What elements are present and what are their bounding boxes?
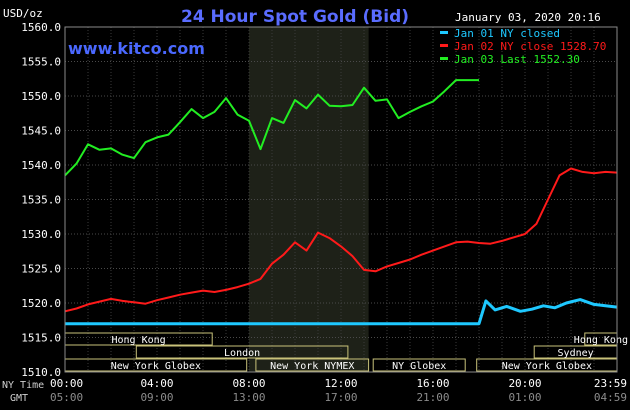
gmt-tick-label: 01:00 bbox=[508, 391, 541, 404]
y-tick-label: 1560.0 bbox=[21, 21, 61, 34]
market-session-bar bbox=[255, 358, 370, 372]
y-tick-label: 1510.0 bbox=[21, 366, 61, 379]
grid-lines bbox=[65, 26, 617, 373]
y-axis-unit-label: USD/oz bbox=[3, 7, 43, 20]
series-line bbox=[65, 298, 618, 326]
market-session-label: NY Globex bbox=[392, 361, 446, 372]
market-session-label: Hong Kong bbox=[574, 335, 628, 346]
legend-label-jan03: Jan 03 Last 1552.30 bbox=[454, 53, 580, 66]
gmt-tick-label: 17:00 bbox=[324, 391, 357, 404]
y-tick-label: 1525.0 bbox=[21, 263, 61, 276]
market-session-label: New York Globex bbox=[502, 361, 592, 372]
y-tick-label: 1530.0 bbox=[21, 228, 61, 241]
y-tick-label: 1555.0 bbox=[21, 56, 61, 69]
gmt-tick-labels: 05:00 09:00 13:00 17:00 21:00 01:00 04:59 bbox=[50, 391, 627, 404]
y-tick-label: 1540.0 bbox=[21, 159, 61, 172]
y-tick-label: 1515.0 bbox=[21, 332, 61, 345]
x-tick-label: 04:00 bbox=[140, 377, 173, 390]
market-session-bar bbox=[135, 345, 349, 359]
price-series bbox=[64, 79, 618, 326]
y-tick-label: 1535.0 bbox=[21, 194, 61, 207]
y-tick-label: 1520.0 bbox=[21, 297, 61, 310]
legend-swatch-jan03 bbox=[440, 57, 448, 60]
plot-border bbox=[64, 26, 618, 373]
legend-swatch-jan01 bbox=[440, 31, 448, 34]
gmt-tick-label: 21:00 bbox=[416, 391, 449, 404]
market-session-label: Sydney bbox=[558, 348, 594, 359]
legend-swatch-jan02 bbox=[440, 44, 448, 47]
ny-time-label: NY Time bbox=[2, 380, 44, 391]
market-session-bars: Hong Kong Hong Kong London Sydney New York G… bbox=[64, 332, 628, 372]
timestamp: January 03, 2020 20:16 bbox=[455, 11, 601, 24]
x-tick-label: 12:00 bbox=[324, 377, 357, 390]
market-session-label: New York NYMEX bbox=[270, 361, 354, 372]
series-line bbox=[64, 79, 479, 177]
series-line bbox=[64, 167, 618, 313]
x-tick-label: 20:00 bbox=[508, 377, 541, 390]
x-tick-label: 08:00 bbox=[232, 377, 265, 390]
market-session-label: London bbox=[224, 348, 260, 359]
chart-title: 24 Hour Spot Gold (Bid) bbox=[181, 7, 409, 27]
x-tick-label: 23:59 bbox=[594, 377, 627, 390]
legend-label-jan01: Jan 01 NY closed bbox=[454, 27, 560, 40]
kitco-watermark: www.kitco.com bbox=[68, 39, 205, 58]
y-tick-label: 1545.0 bbox=[21, 125, 61, 138]
gmt-tick-label: 05:00 bbox=[50, 391, 83, 404]
legend-label-jan02: Jan 02 NY close 1528.70 bbox=[454, 40, 606, 53]
y-tick-label: 1550.0 bbox=[21, 90, 61, 103]
x-axis-tick-labels: 00:00 04:00 08:00 12:00 16:00 20:00 23:59 bbox=[50, 377, 627, 390]
y-axis-tick-labels: 1510.0 1515.0 1520.0 1525.0 1530.0 1535.0 1540… bbox=[21, 21, 61, 379]
gmt-tick-label: 13:00 bbox=[232, 391, 265, 404]
market-session-bar bbox=[372, 358, 466, 372]
x-tick-label: 16:00 bbox=[416, 377, 449, 390]
market-session-label: New York Globex bbox=[111, 361, 201, 372]
gmt-tick-label: 04:59 bbox=[594, 391, 627, 404]
legend: Jan 01 NY closed Jan 02 NY close 1528.70… bbox=[440, 27, 606, 66]
gmt-label: GMT bbox=[10, 393, 28, 404]
gmt-tick-label: 09:00 bbox=[140, 391, 173, 404]
x-tick-label: 00:00 bbox=[50, 377, 83, 390]
market-session-label: Hong Kong bbox=[112, 335, 166, 346]
